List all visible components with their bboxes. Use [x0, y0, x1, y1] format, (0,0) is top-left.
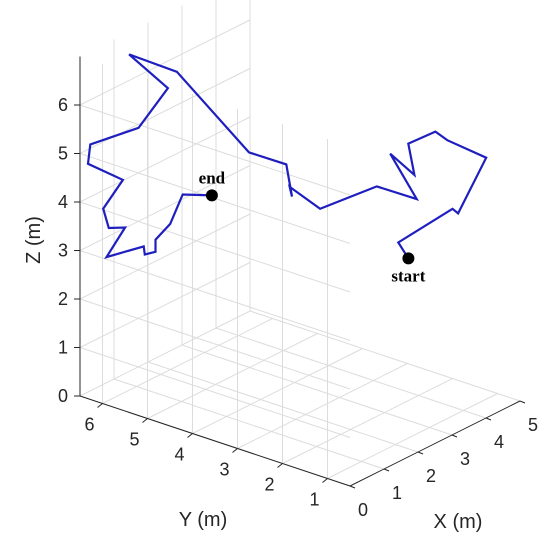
trajectory-line [86, 53, 488, 259]
y-tick-mark [97, 403, 103, 408]
gridline [79, 68, 251, 154]
gridline [79, 298, 351, 390]
x-tick-label: 3 [460, 449, 470, 469]
x-tick-label: 4 [494, 432, 504, 452]
y-tick-label: 4 [174, 445, 184, 465]
gridline [249, 310, 521, 402]
x-tick-mark [485, 417, 492, 421]
marker-layer: start end [199, 168, 426, 285]
gridline [79, 262, 251, 348]
gridline [181, 344, 453, 436]
gridline [79, 165, 251, 251]
y-axis-label: Y (m) [179, 509, 228, 531]
x-tick-label: 2 [426, 466, 436, 486]
x-tick-label: 0 [358, 500, 368, 520]
z-tick-label: 5 [58, 144, 68, 164]
gridline [79, 104, 351, 196]
gridline [192, 348, 363, 434]
x-tick-mark [349, 485, 356, 489]
end-marker-label: end [199, 168, 226, 187]
y-tick-mark [322, 478, 328, 483]
x-tick-mark [519, 400, 526, 404]
gridline [237, 363, 408, 449]
z-tick-label: 6 [58, 95, 68, 115]
y-tick-mark [142, 418, 148, 423]
y-tick-label: 1 [309, 490, 319, 510]
series-layer [86, 53, 488, 259]
gridline [282, 378, 453, 464]
y-tick-mark [187, 433, 193, 438]
z-axis-label: Z (m) [23, 216, 45, 264]
end-marker [205, 189, 218, 202]
y-axis-line [79, 395, 351, 487]
start-marker [402, 252, 415, 265]
axes-box [74, 56, 526, 489]
x-axis-line [349, 400, 521, 487]
gridline [79, 116, 251, 203]
grid-layer [79, 0, 521, 487]
y-tick-mark [277, 463, 283, 468]
y-tick-label: 3 [219, 460, 229, 480]
x-tick-label: 1 [392, 483, 402, 503]
gridline [147, 333, 318, 419]
gridline [113, 378, 385, 470]
gridline [102, 318, 273, 404]
x-axis-label: X (m) [434, 511, 483, 533]
z-tick-label: 4 [58, 192, 68, 212]
start-marker-label: start [391, 266, 425, 285]
gridline [79, 310, 251, 397]
z-tick-label: 0 [58, 386, 68, 406]
gridline [79, 201, 351, 293]
gridline [327, 393, 498, 479]
y-tick-mark [232, 448, 238, 453]
gridline [79, 19, 251, 106]
gridline [79, 347, 351, 438]
x-tick-mark [417, 451, 424, 455]
y-tick-label: 2 [264, 475, 274, 495]
y-tick-label: 5 [129, 430, 139, 450]
z-tick-label: 2 [58, 289, 68, 309]
z-tick-label: 3 [58, 241, 68, 261]
gridline [215, 327, 487, 419]
x-tick-label: 5 [528, 415, 538, 435]
z-tick-label: 1 [58, 338, 68, 358]
x-tick-mark [451, 434, 458, 438]
gridline [79, 213, 251, 300]
gridline [79, 250, 351, 341]
y-tick-label: 6 [84, 415, 94, 435]
x-tick-mark [383, 468, 390, 472]
